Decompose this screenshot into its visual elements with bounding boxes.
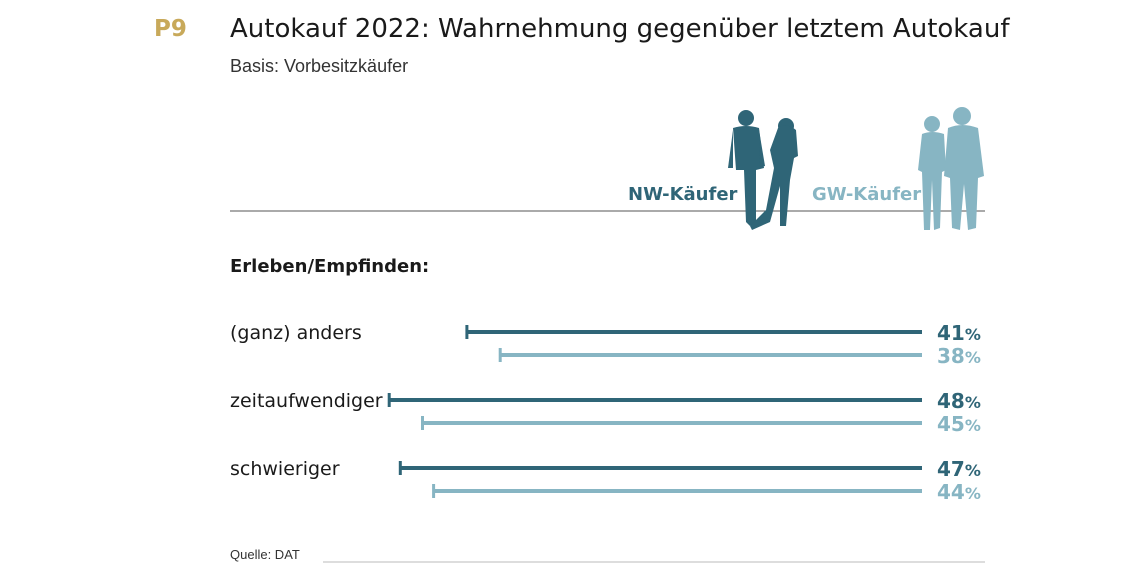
category-label: schwieriger	[230, 458, 340, 480]
man-silhouette-icon	[944, 107, 984, 230]
woman-silhouette-icon	[918, 116, 946, 230]
data-label-nw: 48%	[937, 389, 981, 413]
section-heading: Erleben/Empfinden:	[230, 256, 430, 277]
data-label-gw: 45%	[937, 412, 981, 436]
data-label-gw: 38%	[937, 344, 981, 368]
chart-title: Autokauf 2022: Wahrnehmung gegenüber let…	[230, 14, 1010, 44]
legend-label-nw: NW-Käufer	[628, 184, 738, 205]
category-label: zeitaufwendiger	[230, 390, 383, 412]
woman-silhouette-icon	[750, 118, 798, 230]
data-label-nw: 41%	[937, 321, 981, 345]
nw-buyer-figures	[728, 110, 798, 230]
source-note: Quelle: DAT	[230, 547, 300, 562]
data-label-gw: 44%	[937, 480, 981, 504]
page-badge: P9	[154, 16, 187, 42]
chart-subtitle: Basis: Vorbesitzkäufer	[230, 56, 409, 76]
bar-group	[387, 325, 922, 498]
legend-label-gw: GW-Käufer	[812, 184, 922, 205]
gw-buyer-figures	[918, 107, 984, 230]
data-label-nw: 47%	[937, 457, 981, 481]
man-silhouette-icon	[728, 110, 765, 226]
category-label: (ganz) anders	[230, 322, 362, 344]
